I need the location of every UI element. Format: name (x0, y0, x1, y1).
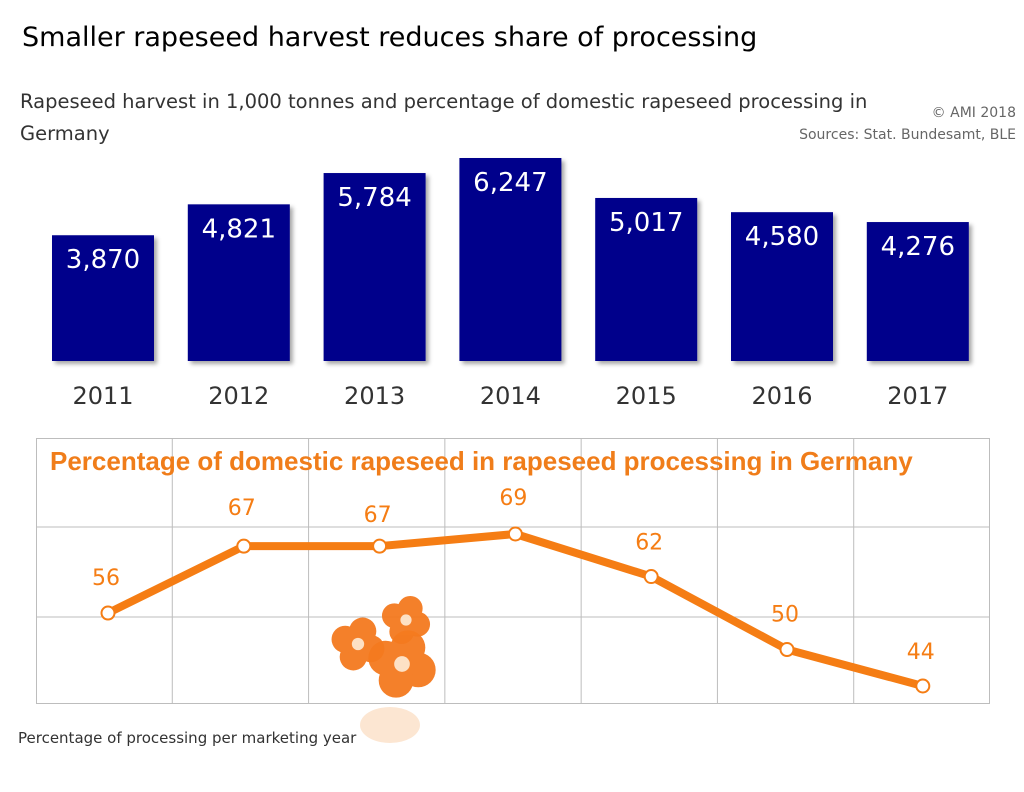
bar-value-label: 5,784 (337, 183, 411, 213)
flower-petal (390, 630, 426, 666)
credits: © AMI 2018 Sources: Stat. Bundesamt, BLE (799, 102, 1016, 146)
data-point-2016 (779, 642, 795, 658)
bar-2016 (731, 212, 833, 361)
data-point-2012 (236, 538, 252, 554)
bar-value-label: 4,276 (881, 232, 955, 262)
x-tick-label: 2016 (751, 382, 812, 410)
flower-center (394, 656, 410, 672)
data-value-label: 44 (907, 640, 935, 665)
bar-2011 (52, 235, 154, 361)
copyright-text: © AMI 2018 (931, 105, 1016, 121)
data-point-2015 (643, 569, 659, 585)
data-point-2017 (915, 678, 931, 694)
bar-value-label: 5,017 (609, 208, 683, 238)
processing-chart-title: Percentage of domestic rapeseed in rapes… (50, 446, 913, 476)
data-value-label: 67 (228, 496, 256, 521)
x-tick-label: 2015 (616, 382, 677, 410)
series-line (104, 530, 927, 690)
flower-center (400, 614, 412, 626)
sources-text: Sources: Stat. Bundesamt, BLE (799, 127, 1016, 143)
data-point-2011 (100, 605, 116, 621)
bar-2017 (866, 222, 969, 361)
rapeseed-flower-icon (331, 595, 436, 743)
flower (368, 630, 436, 698)
data-value-label: 67 (364, 503, 392, 528)
x-tick-label: 2017 (887, 382, 948, 410)
x-tick-label: 2013 (344, 382, 405, 410)
data-value-label: 62 (635, 531, 663, 556)
bar-2012 (187, 204, 290, 361)
data-value-label: 56 (92, 566, 120, 591)
bar-value-label: 3,870 (66, 245, 140, 275)
flower-center (351, 637, 365, 651)
chart-subtitle: Rapeseed harvest in 1,000 tonnes and per… (20, 90, 868, 145)
x-tick-label: 2014 (480, 382, 541, 410)
flower-petal (397, 595, 423, 621)
data-point-2013 (372, 538, 388, 554)
data-value-label: 69 (499, 486, 527, 511)
bar-2015 (595, 197, 698, 361)
data-point-2014 (507, 526, 523, 542)
bar-value-label: 4,580 (745, 222, 819, 252)
bar-value-label: 4,821 (202, 214, 276, 244)
footnote: Percentage of processing per marketing y… (18, 729, 357, 747)
flower-petal (349, 617, 377, 645)
harvest-bar-chart: 3,870 2011 4,821 2012 5,784 2013 6,247 2014 5,01… (52, 158, 969, 410)
flower-reflection (360, 707, 420, 743)
bar-2014 (459, 158, 562, 361)
x-tick-label: 2012 (208, 382, 269, 410)
bar-2013 (323, 173, 426, 361)
x-tick-label: 2011 (72, 382, 133, 410)
data-value-label: 50 (771, 603, 799, 628)
page-title: Smaller rapeseed harvest reduces share o… (22, 22, 758, 53)
bar-value-label: 6,247 (473, 168, 547, 198)
